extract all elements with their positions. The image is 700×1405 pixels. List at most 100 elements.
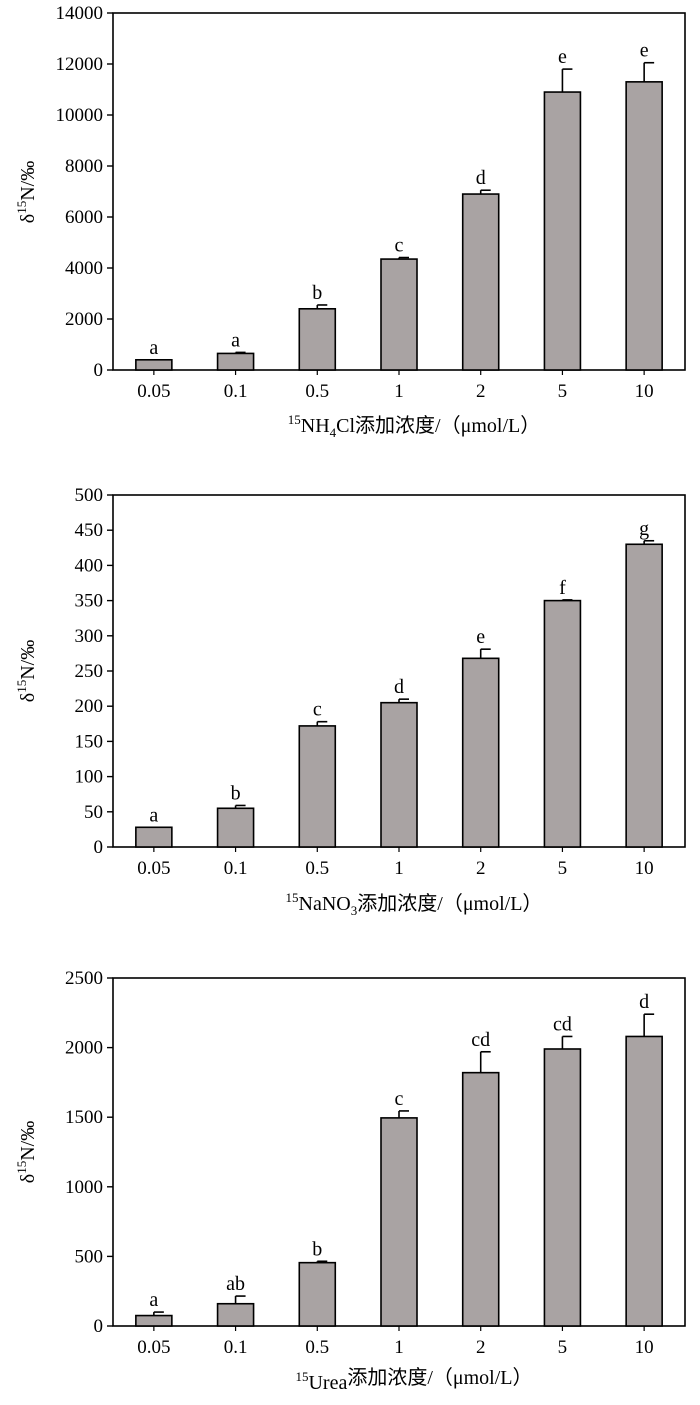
x-axis-label-post: Cl添加浓度/（μmol/L） bbox=[336, 414, 540, 437]
y-tick-label: 2000 bbox=[65, 309, 103, 330]
bar-2 bbox=[461, 1071, 500, 1327]
significance-letter: b bbox=[312, 1238, 322, 1260]
x-axis-label: 15Urea添加浓度/（μmol/L） bbox=[295, 1366, 532, 1394]
significance-letter: b bbox=[312, 282, 322, 304]
y-axis-label: δ15N/‰ bbox=[14, 161, 39, 223]
chart-panel-1: 0 2000 4000 6000 8000 10000 12000 14000 a 0.05 a 0.… bbox=[14, 3, 686, 440]
bar-5 bbox=[543, 599, 582, 848]
x-tick-label: 2 bbox=[476, 381, 486, 402]
y-axis-label-sup: 15 bbox=[14, 680, 29, 693]
x-axis-label-pre: NH bbox=[301, 415, 330, 437]
x-tick-label: 0.5 bbox=[305, 381, 329, 402]
bar-1 bbox=[380, 701, 418, 848]
significance-letter: e bbox=[640, 40, 649, 62]
x-axis-label-pre: NaNO bbox=[299, 893, 351, 915]
bar-1 bbox=[380, 1117, 418, 1327]
significance-letter: c bbox=[313, 699, 322, 721]
x-tick-label: 0.05 bbox=[137, 1337, 170, 1358]
bar-5 bbox=[543, 1048, 582, 1327]
y-axis-label: δ15N/‰ bbox=[14, 1121, 39, 1183]
y-axis-label-rest: N/‰ bbox=[17, 640, 39, 680]
significance-letter: b bbox=[231, 782, 241, 804]
significance-letter: c bbox=[395, 235, 404, 257]
significance-letter: f bbox=[559, 577, 566, 599]
x-axis-label: 15NaNO3添加浓度/（μmol/L） bbox=[286, 890, 543, 918]
significance-letter: a bbox=[149, 804, 158, 826]
bar-0.05 bbox=[135, 826, 173, 848]
bar-0.5 bbox=[298, 1261, 337, 1327]
x-tick-label: 0.5 bbox=[305, 1337, 329, 1358]
y-tick-label: 2000 bbox=[65, 1038, 103, 1059]
y-tick-label: 400 bbox=[75, 555, 104, 576]
chart-panel-2: 0 50 100 150 200 250 300 350 400 450 500 a 0.05 b 0.1 c… bbox=[14, 485, 686, 918]
bar-5 bbox=[543, 91, 582, 371]
bar-0.5 bbox=[298, 307, 337, 371]
significance-letter: a bbox=[149, 1289, 158, 1311]
y-axis-label-rest: N/‰ bbox=[17, 1121, 39, 1161]
y-tick-label: 50 bbox=[84, 802, 103, 823]
y-axis-label-sup: 15 bbox=[14, 201, 29, 214]
x-tick-label: 10 bbox=[635, 381, 654, 402]
y-tick-label: 10000 bbox=[56, 105, 104, 126]
y-axis-label-prefix: δ bbox=[17, 693, 39, 702]
x-tick-label: 0.05 bbox=[137, 381, 170, 402]
bar-0.1 bbox=[216, 352, 255, 371]
x-tick-label: 2 bbox=[476, 858, 486, 879]
chart-panel-3: 0 500 1000 1500 2000 2500 a 0.05 ab 0.1 b 0.5 c 1 cd 2 c… bbox=[14, 968, 686, 1394]
significance-letter: d bbox=[394, 676, 404, 698]
y-tick-label: 1500 bbox=[65, 1107, 103, 1128]
y-tick-label: 1000 bbox=[65, 1177, 103, 1198]
y-tick-label: 4000 bbox=[65, 258, 103, 279]
y-tick-label: 8000 bbox=[65, 156, 103, 177]
x-axis-label-sub: 3 bbox=[351, 903, 358, 918]
x-tick-label: 5 bbox=[558, 858, 568, 879]
x-axis-label: 15NH4Cl添加浓度/（μmol/L） bbox=[288, 412, 540, 440]
bar-10 bbox=[625, 543, 663, 848]
x-tick-label: 10 bbox=[635, 858, 654, 879]
y-tick-label: 0 bbox=[94, 837, 104, 858]
x-axis-label-post: 添加浓度/（μmol/L） bbox=[347, 1366, 532, 1389]
bar-2 bbox=[461, 193, 500, 371]
y-tick-label: 300 bbox=[75, 626, 104, 647]
y-axis-label: δ15N/‰ bbox=[14, 640, 39, 702]
x-axis-label-sup: 15 bbox=[295, 1369, 308, 1384]
y-axis-label-prefix: δ bbox=[17, 214, 39, 223]
x-axis-label-sup: 15 bbox=[288, 412, 301, 427]
significance-letter: e bbox=[558, 46, 567, 68]
x-tick-label: 0.1 bbox=[224, 1337, 248, 1358]
bar-0.1 bbox=[216, 1302, 255, 1327]
y-tick-label: 14000 bbox=[56, 3, 104, 24]
significance-letter: g bbox=[639, 518, 649, 540]
x-tick-label: 5 bbox=[558, 1337, 568, 1358]
y-axis-label-rest: N/‰ bbox=[17, 161, 39, 201]
x-tick-label: 5 bbox=[558, 381, 568, 402]
x-tick-label: 1 bbox=[394, 858, 404, 879]
x-axis-label-sup: 15 bbox=[286, 890, 299, 905]
x-tick-label: 2 bbox=[476, 1337, 486, 1358]
significance-letter: d bbox=[476, 167, 486, 189]
significance-letter: cd bbox=[553, 1013, 572, 1035]
y-tick-label: 150 bbox=[75, 731, 104, 752]
y-axis-label-sup: 15 bbox=[14, 1161, 29, 1174]
y-tick-label: 100 bbox=[75, 767, 104, 788]
significance-letter: a bbox=[231, 329, 240, 351]
y-tick-label: 6000 bbox=[65, 207, 103, 228]
y-tick-label: 2500 bbox=[65, 968, 103, 989]
x-tick-label: 1 bbox=[394, 1337, 404, 1358]
significance-letter: c bbox=[395, 1088, 404, 1110]
bar-10 bbox=[625, 1035, 663, 1327]
y-tick-label: 500 bbox=[75, 485, 104, 506]
significance-letter: e bbox=[476, 626, 485, 648]
significance-letter: cd bbox=[471, 1029, 490, 1051]
bar-0.1 bbox=[216, 807, 255, 848]
y-tick-label: 200 bbox=[75, 696, 104, 717]
y-tick-label: 350 bbox=[75, 591, 104, 612]
x-tick-label: 0.1 bbox=[224, 858, 248, 879]
y-axis-label-prefix: δ bbox=[17, 1174, 39, 1183]
x-axis-label-post: 添加浓度/（μmol/L） bbox=[357, 892, 542, 915]
y-tick-label: 0 bbox=[94, 360, 104, 381]
y-tick-label: 450 bbox=[75, 520, 104, 541]
x-tick-label: 0.5 bbox=[305, 858, 329, 879]
